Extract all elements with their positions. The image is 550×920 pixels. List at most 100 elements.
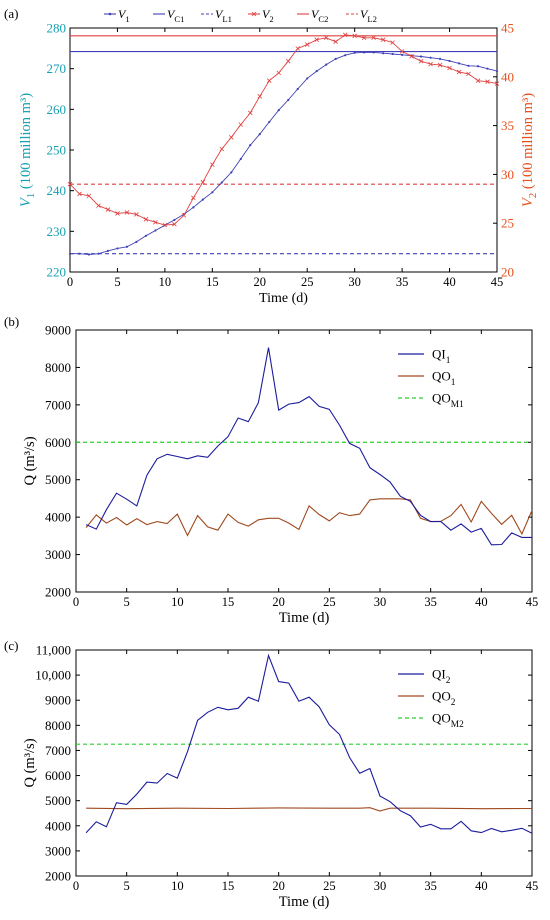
series-v2-point [314,37,319,42]
legend-label-vc1: VC1 [167,7,184,24]
series-v2-point [200,179,206,185]
series-v1-point [287,98,290,102]
y-left-tick-label: 270 [47,61,67,76]
series-v2-point [86,193,92,199]
y-tick-label: 2000 [45,869,71,884]
legend-label-vl1: VL1 [215,7,232,24]
panel-c: (c) 0 5 10 15 20 25 30 35 40 45 2000 3000 4000 5000 600… [4,638,538,910]
series-v1-point [457,62,461,65]
series-v1-point [116,247,119,250]
y-tick-label: 10,000 [35,668,71,683]
series-v1-point [154,229,157,232]
series-v2-line [69,34,498,226]
series-v1-point [277,109,280,112]
series-v2-point [134,212,139,217]
series-v1-point [249,144,252,147]
x-tick-label: 40 [475,879,488,893]
series-v2-point [371,35,376,41]
series-v1-point [438,57,442,61]
series-v1-point [476,65,480,68]
y-tick-label: 7000 [45,743,71,758]
y-tick-label: 3000 [45,843,71,858]
x-tick-label: 15 [206,275,219,289]
legend-label-qo2: QO2 [432,689,456,709]
y-tick-label: 7000 [45,397,71,412]
x-tick-label: 30 [374,879,387,893]
x-tick-label: 10 [171,595,184,609]
x-tick-label: 5 [124,595,130,609]
series-v2-point [115,211,120,216]
series-v1-point [258,133,261,136]
series-v2-point [162,222,168,228]
series-qi2-line [85,653,533,834]
series-v1-point [391,52,394,56]
x-tick-label: 45 [526,595,539,609]
series-v2-point [295,46,301,51]
series-v1-point [106,249,110,252]
x-tick-label: 15 [222,595,235,609]
series-v2-point [238,122,244,127]
series-qi1-line [85,347,532,546]
series-v2-point [285,58,291,64]
series-v2-point [352,33,357,39]
legend-marker-v2 [251,11,257,17]
series-v2-point [229,135,234,140]
x-tick-label: 0 [67,275,73,289]
series-v1-point [448,59,451,63]
panel-label-a: (a) [4,6,18,21]
series-v1-point [486,67,489,70]
series-v1-point [419,55,423,58]
series-v1-point [135,240,138,244]
x-tick-label: 20 [254,275,267,289]
series-v2-point [466,71,471,77]
series-v2-point [257,94,263,99]
panel-label-c: (c) [4,638,18,653]
series-v1-point [87,253,91,256]
series-v2-point [248,110,253,116]
y-tick-label: 8000 [45,360,71,375]
series-v2-point [447,65,452,71]
series-v2-point [77,191,82,197]
x-tick-label: 35 [424,879,437,893]
series-v2-point [380,37,386,42]
y-tick-label: 6000 [45,768,71,783]
series-v1-point [429,56,432,59]
series-v2-point [399,49,405,54]
series-v2-point [494,81,500,86]
series-v1-point [495,70,499,73]
y-left-tick-label: 250 [47,143,67,158]
x-tick-label: 35 [396,275,409,289]
legend-label-v2: V2 [262,7,274,24]
series-v1-point [230,171,233,174]
series-v1-point [467,64,470,67]
legend-label-qom2: QOM2 [432,711,464,731]
series-v2-point [67,181,73,187]
x-axis-label: Time (d) [259,291,308,306]
y-axis-label: Q (m³/s) [22,436,38,485]
y-tick-label: 9000 [45,323,71,338]
y-tick-label: 9000 [45,693,71,708]
x-tick-label: 25 [323,879,336,893]
series-v2-point [276,70,282,76]
y-left-tick-label: 220 [47,265,67,280]
panel-b: (b) 0 5 10 15 20 25 30 35 40 45 2000 3000 4000 5000 600… [4,314,538,626]
series-v1-point [144,234,148,237]
x-tick-label: 30 [348,275,361,289]
series-v2-point [266,78,272,83]
x-tick-label: 45 [526,879,539,893]
series-v2-point [304,42,310,47]
series-v1-point [268,120,271,124]
series-v2-point [390,40,395,45]
x-tick-label: 40 [443,275,456,289]
series-v1-point [401,53,404,56]
y-left-tick-label: 230 [47,224,67,239]
series-v1-point [306,77,309,80]
y-right-tick-label: 35 [501,118,514,133]
y-tick-label: 6000 [45,435,71,450]
series-v1-line [70,51,498,255]
series-v1-point [296,87,299,91]
x-tick-label: 35 [424,595,437,609]
x-axis-label: Time (d) [279,610,330,626]
